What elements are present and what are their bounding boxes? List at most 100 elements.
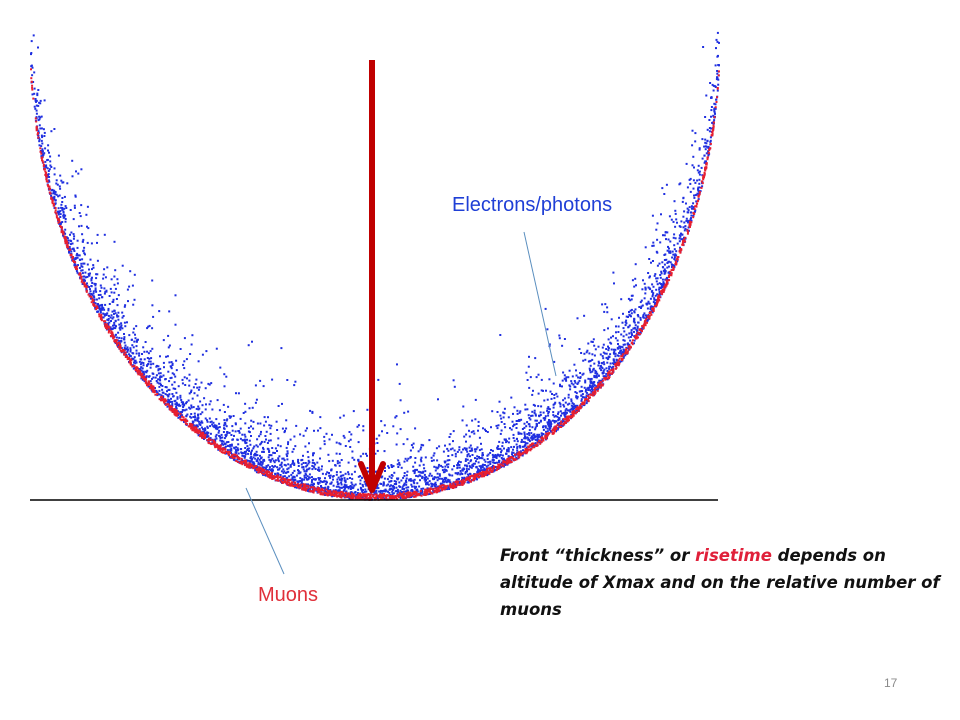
particle-dot: [456, 464, 459, 467]
particle-dot: [33, 105, 36, 108]
particle-dot: [581, 390, 584, 393]
muon-particles: [30, 68, 720, 501]
particle-dot: [279, 445, 282, 448]
particle-dot: [177, 416, 180, 419]
particle-dot: [633, 321, 636, 324]
particle-dot: [166, 355, 169, 358]
particle-dot: [58, 194, 61, 197]
particle-dot: [233, 434, 235, 437]
particle-dot: [198, 386, 201, 389]
particle-dot: [593, 381, 595, 384]
particle-dot: [592, 394, 595, 397]
particle-dot: [219, 366, 222, 369]
particle-dot: [669, 240, 672, 243]
particle-dot: [656, 293, 659, 296]
particle-dot: [328, 490, 331, 493]
particle-dot: [694, 205, 696, 208]
particle-dot: [234, 430, 237, 433]
particle-dot: [398, 485, 401, 488]
particle-dot: [640, 330, 643, 333]
particle-dot: [163, 401, 166, 404]
particle-dot: [395, 498, 398, 500]
particle-dot: [326, 471, 329, 474]
particle-dot: [548, 428, 551, 431]
particle-dot: [56, 183, 59, 186]
particle-dot: [225, 445, 227, 448]
particle-dot: [602, 357, 605, 360]
particle-dot: [539, 435, 542, 438]
particle-dot: [173, 373, 176, 376]
particle-dot: [47, 175, 50, 178]
particle-dot: [481, 466, 483, 469]
particle-dot: [453, 449, 456, 452]
particle-dot: [436, 466, 439, 469]
particle-dot: [559, 405, 562, 408]
particle-dot: [637, 315, 640, 318]
particle-dot: [705, 145, 708, 148]
particle-dot: [350, 473, 353, 476]
particle-dot: [142, 370, 145, 373]
particle-dot: [129, 270, 132, 273]
particle-dot: [576, 383, 579, 385]
particle-dot: [668, 247, 670, 250]
particle-dot: [412, 442, 415, 445]
particle-dot: [318, 478, 321, 481]
particle-dot: [696, 179, 699, 182]
particle-dot: [575, 405, 578, 408]
particle-dot: [633, 339, 636, 342]
particle-dot: [518, 411, 521, 414]
particle-dot: [40, 145, 43, 148]
particle-dot: [389, 480, 392, 483]
particle-dot: [241, 439, 244, 442]
particle-dot: [542, 433, 545, 435]
particle-dot: [43, 99, 46, 102]
particle-dot: [331, 459, 334, 462]
particle-dot: [613, 361, 616, 364]
particle-dot: [291, 478, 294, 481]
particle-dot: [680, 238, 683, 241]
particle-dot: [683, 238, 686, 241]
particle-dot: [606, 361, 609, 364]
particle-dot: [145, 371, 148, 374]
particle-dot: [459, 470, 462, 472]
particle-dot: [60, 206, 63, 209]
particle-dot: [534, 419, 537, 422]
particle-dot: [132, 346, 135, 349]
particle-dot: [312, 454, 314, 457]
particle-dot: [138, 354, 141, 357]
particle-dot: [534, 357, 537, 360]
particle-dot: [630, 332, 633, 335]
particle-dot: [237, 392, 240, 395]
particle-dot: [660, 285, 663, 288]
particle-dot: [335, 441, 338, 444]
particle-dot: [215, 437, 218, 440]
particle-dot: [663, 254, 666, 256]
particle-dot: [554, 401, 557, 404]
particle-dot: [510, 446, 513, 449]
particle-dot: [179, 396, 182, 399]
particle-dot: [460, 451, 463, 454]
particle-dot: [206, 420, 209, 423]
particle-dot: [467, 475, 470, 478]
particle-dot: [303, 470, 306, 473]
particle-dot: [177, 414, 180, 417]
particle-dot: [497, 448, 500, 450]
particle-dot: [666, 249, 669, 252]
particle-dot: [297, 465, 300, 467]
particle-dot: [668, 215, 671, 218]
particle-dot: [156, 394, 159, 397]
particle-dot: [403, 487, 406, 490]
particle-dot: [158, 385, 161, 388]
particle-dot: [627, 316, 629, 318]
particle-dot: [411, 485, 414, 488]
particle-dot: [561, 379, 564, 382]
particle-dot: [182, 363, 185, 366]
particle-dot: [614, 337, 617, 340]
particle-dot: [382, 496, 385, 499]
particle-dot: [572, 383, 575, 386]
particle-dot: [602, 370, 605, 373]
particle-dot: [140, 369, 143, 372]
particle-dot: [47, 179, 50, 182]
particle-dot: [587, 389, 590, 391]
particle-dot: [67, 239, 70, 242]
